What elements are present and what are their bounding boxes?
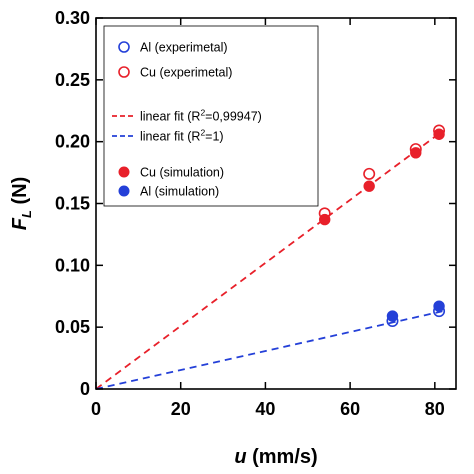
legend-label: linear fit (R2=0,99947) xyxy=(140,108,262,124)
legend-label: Cu (simulation) xyxy=(140,166,224,180)
y-tick-label: 0.15 xyxy=(55,194,90,214)
sim-point-blue xyxy=(386,310,399,322)
legend-box xyxy=(103,25,319,207)
legend-label: linear fit (R2=1) xyxy=(140,128,224,144)
sim-point-blue xyxy=(433,300,445,312)
x-tick-label: 80 xyxy=(425,399,445,419)
y-tick-label: 0.20 xyxy=(55,132,90,152)
x-tick-label: 20 xyxy=(171,399,191,419)
sim-point-red xyxy=(410,147,422,159)
legend-label: Al (experimetal) xyxy=(140,41,228,55)
legend-marker-red xyxy=(118,166,130,178)
sim-point-red xyxy=(363,180,375,192)
sim-point-red xyxy=(319,213,331,226)
y-tick-label: 0 xyxy=(80,379,90,399)
x-axis-label: u (mm/s) xyxy=(234,446,317,468)
legend-marker-red xyxy=(118,66,130,78)
y-tick-label: 0.25 xyxy=(55,70,90,90)
fit-line-red xyxy=(95,129,444,390)
legend-marker-blue xyxy=(118,41,130,53)
legend-label: Cu (experimetal) xyxy=(140,66,232,80)
data-points xyxy=(318,124,446,327)
y-tick-label: 0.30 xyxy=(55,8,90,28)
exp-point-red xyxy=(363,167,376,180)
legend: Al (experimetal) Cu (experimetal) linear f… xyxy=(103,25,319,207)
x-tick-label: 0 xyxy=(91,399,101,419)
x-tick-label: 60 xyxy=(340,399,360,419)
legend-label: Al (simulation) xyxy=(140,185,219,199)
axis-labels: u (mm/s) FL (N) xyxy=(9,177,318,468)
sim-point-red xyxy=(433,128,445,140)
y-axis-label: FL (N) xyxy=(9,177,34,231)
legend-marker-blue xyxy=(118,185,130,197)
axes: 0 0.05 0.10 0.15 0.20 0.25 0.30 0 20 40 60 80 xyxy=(55,8,457,419)
x-tick-label: 40 xyxy=(255,399,275,419)
y-tick-label: 0.10 xyxy=(55,255,90,275)
y-tick-label: 0.05 xyxy=(55,317,90,337)
fit-lines xyxy=(95,129,444,390)
